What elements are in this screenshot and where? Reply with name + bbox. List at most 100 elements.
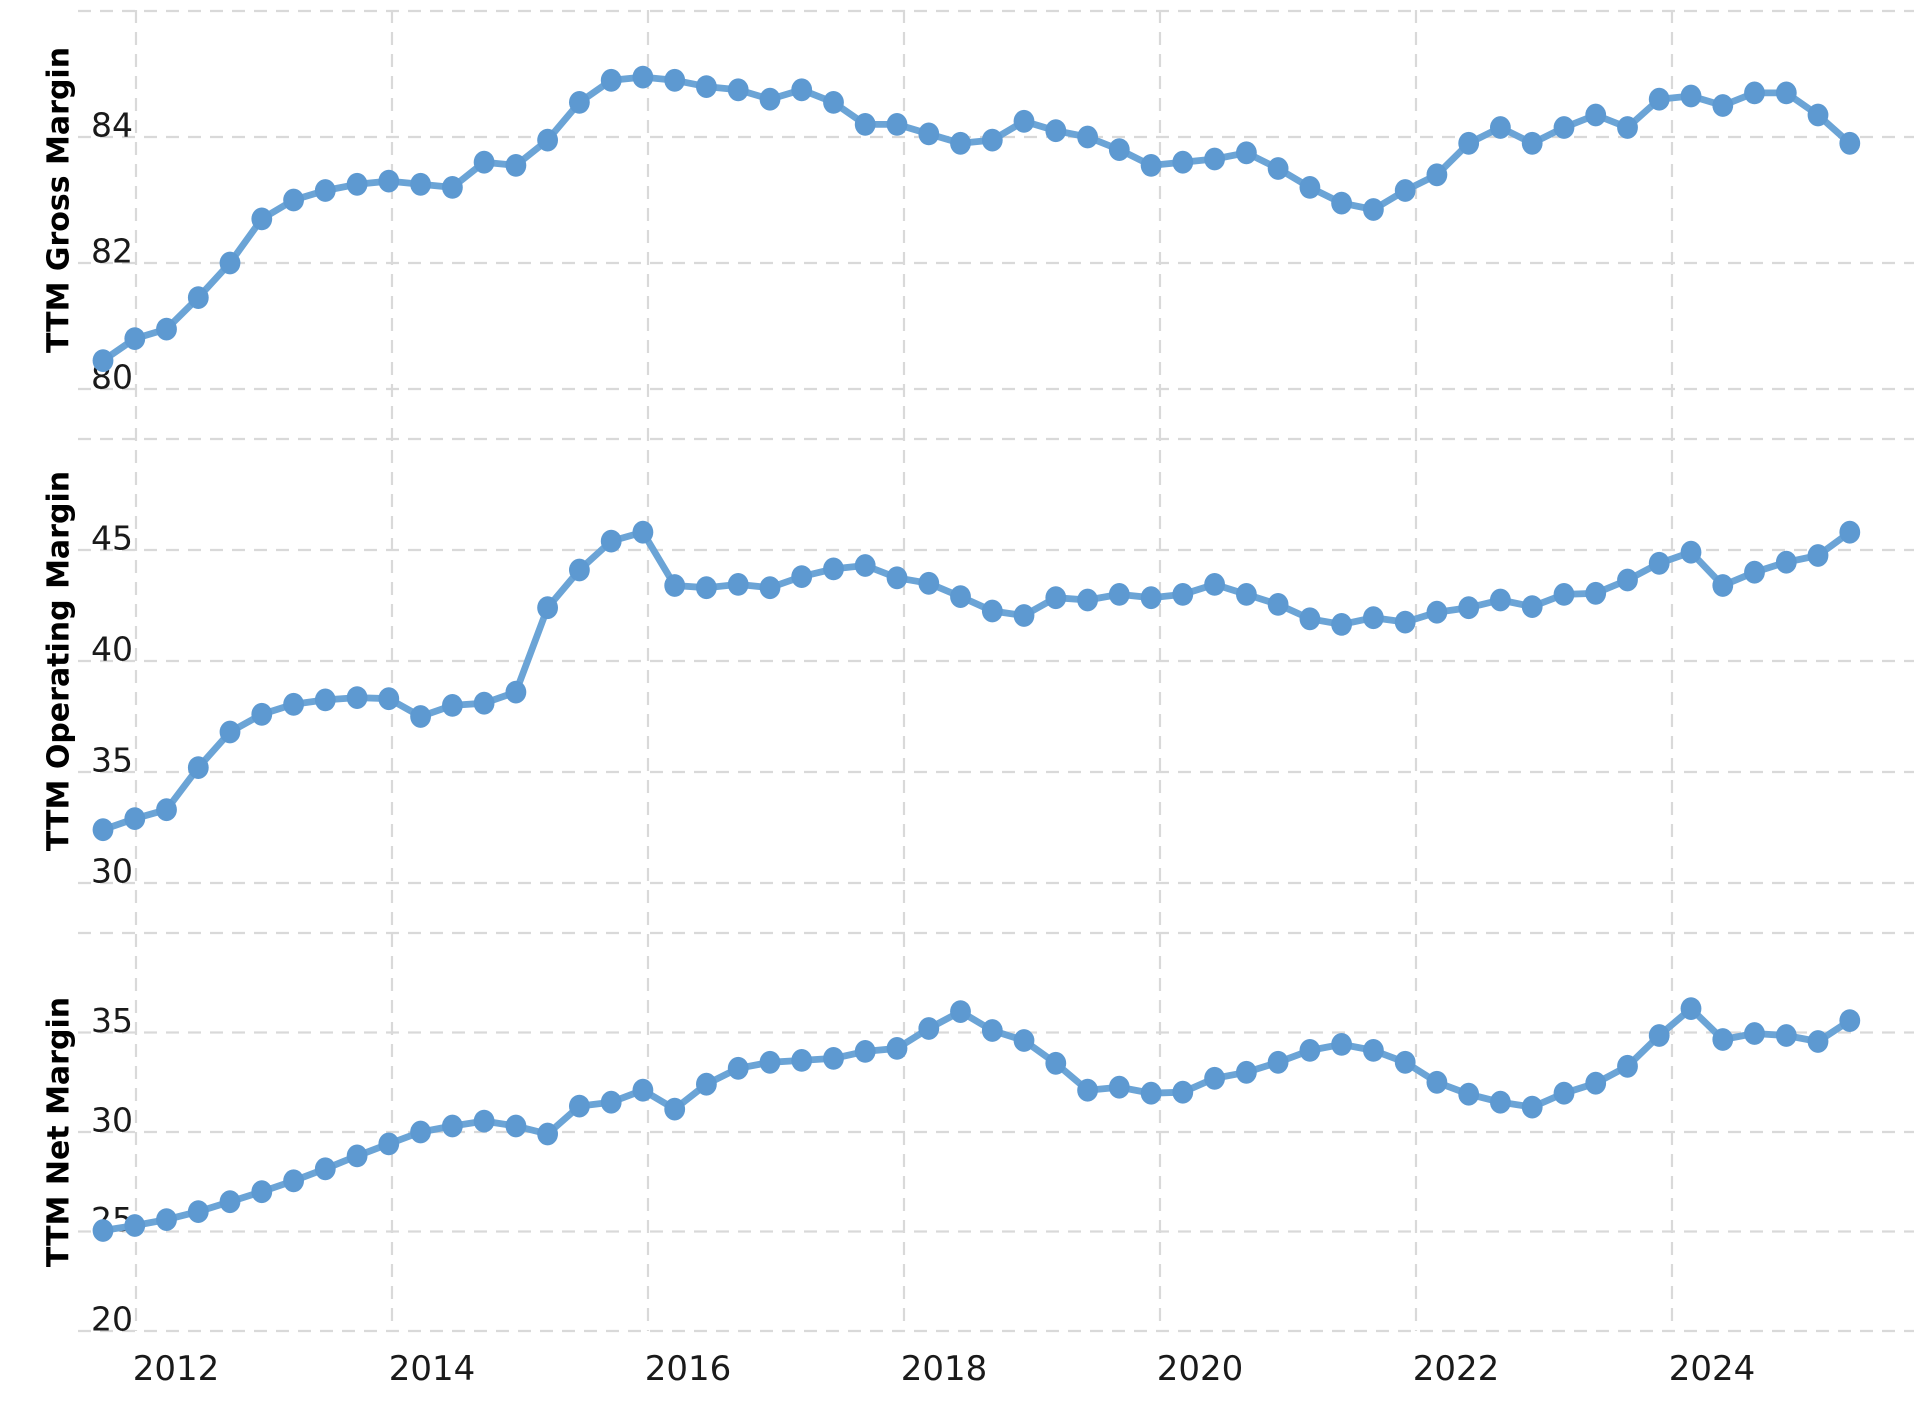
data-point-net-15[interactable] xyxy=(569,1094,590,1118)
data-point-net-37[interactable] xyxy=(1267,1050,1289,1074)
data-point-gross-3[interactable] xyxy=(187,286,209,309)
data-point-gross-55[interactable] xyxy=(1839,131,1861,155)
data-point-operating-51[interactable] xyxy=(1712,574,1734,597)
data-point-net-3[interactable] xyxy=(187,1200,209,1223)
data-point-operating-11[interactable] xyxy=(442,694,463,717)
data-point-operating-42[interactable] xyxy=(1426,600,1448,624)
data-point-gross-34[interactable] xyxy=(1172,150,1194,174)
data-point-gross-49[interactable] xyxy=(1648,87,1670,111)
data-point-operating-34[interactable] xyxy=(1172,583,1194,606)
data-point-operating-15[interactable] xyxy=(569,558,590,582)
data-point-gross-13[interactable] xyxy=(505,154,527,177)
data-point-net-7[interactable] xyxy=(314,1157,336,1181)
data-point-gross-40[interactable] xyxy=(1363,198,1384,221)
data-point-gross-19[interactable] xyxy=(696,75,717,98)
data-point-operating-55[interactable] xyxy=(1839,520,1861,544)
data-point-operating-30[interactable] xyxy=(1045,586,1067,610)
data-point-net-14[interactable] xyxy=(537,1122,558,1146)
data-point-operating-5[interactable] xyxy=(251,702,273,726)
data-point-net-45[interactable] xyxy=(1521,1095,1543,1119)
data-point-net-43[interactable] xyxy=(1458,1082,1480,1106)
data-point-net-19[interactable] xyxy=(696,1072,717,1096)
data-point-gross-20[interactable] xyxy=(727,78,749,102)
data-point-net-39[interactable] xyxy=(1331,1033,1352,1056)
data-point-operating-44[interactable] xyxy=(1490,588,1511,612)
data-point-gross-26[interactable] xyxy=(918,122,940,146)
data-point-operating-37[interactable] xyxy=(1267,593,1289,616)
data-point-net-26[interactable] xyxy=(918,1017,940,1040)
data-point-net-38[interactable] xyxy=(1299,1039,1321,1062)
data-point-gross-29[interactable] xyxy=(1013,109,1035,133)
data-point-net-55[interactable] xyxy=(1839,1009,1861,1032)
data-point-gross-50[interactable] xyxy=(1680,84,1702,108)
data-point-gross-12[interactable] xyxy=(473,150,495,174)
data-point-operating-40[interactable] xyxy=(1363,606,1384,630)
data-point-net-12[interactable] xyxy=(473,1109,495,1133)
data-point-net-51[interactable] xyxy=(1712,1028,1734,1051)
data-point-operating-20[interactable] xyxy=(727,573,749,596)
data-point-net-33[interactable] xyxy=(1140,1081,1162,1105)
data-point-net-25[interactable] xyxy=(886,1037,908,1060)
data-point-net-42[interactable] xyxy=(1426,1070,1448,1094)
data-point-gross-39[interactable] xyxy=(1331,191,1352,215)
data-point-gross-52[interactable] xyxy=(1744,81,1765,105)
data-point-gross-23[interactable] xyxy=(823,91,844,114)
data-point-operating-12[interactable] xyxy=(473,691,495,715)
data-point-gross-43[interactable] xyxy=(1458,131,1480,155)
data-point-gross-2[interactable] xyxy=(156,317,177,341)
data-point-net-24[interactable] xyxy=(854,1040,876,1063)
data-point-operating-7[interactable] xyxy=(314,688,336,712)
data-point-operating-38[interactable] xyxy=(1299,607,1321,631)
data-point-operating-6[interactable] xyxy=(283,692,304,716)
data-point-net-49[interactable] xyxy=(1648,1024,1670,1047)
data-point-net-1[interactable] xyxy=(124,1214,146,1237)
data-point-operating-1[interactable] xyxy=(124,807,146,830)
data-point-net-22[interactable] xyxy=(791,1049,813,1072)
data-point-net-47[interactable] xyxy=(1585,1071,1607,1095)
data-point-net-10[interactable] xyxy=(410,1120,431,1144)
data-point-operating-23[interactable] xyxy=(823,557,844,581)
data-point-net-41[interactable] xyxy=(1394,1050,1416,1074)
data-point-net-36[interactable] xyxy=(1236,1060,1257,1084)
data-point-operating-48[interactable] xyxy=(1617,568,1638,592)
data-point-net-9[interactable] xyxy=(378,1132,400,1156)
data-point-net-50[interactable] xyxy=(1680,997,1702,1020)
data-point-gross-1[interactable] xyxy=(124,327,146,350)
data-point-gross-36[interactable] xyxy=(1236,141,1257,165)
data-point-operating-29[interactable] xyxy=(1013,604,1035,627)
data-point-net-28[interactable] xyxy=(981,1019,1003,1042)
data-point-operating-52[interactable] xyxy=(1744,560,1765,584)
data-point-operating-24[interactable] xyxy=(854,554,876,577)
data-point-gross-7[interactable] xyxy=(314,179,336,202)
data-point-gross-48[interactable] xyxy=(1617,116,1638,139)
data-point-net-5[interactable] xyxy=(251,1180,273,1204)
data-point-net-23[interactable] xyxy=(823,1047,844,1070)
data-point-gross-24[interactable] xyxy=(854,113,876,136)
data-point-net-17[interactable] xyxy=(632,1078,654,1102)
data-point-net-31[interactable] xyxy=(1077,1078,1098,1102)
data-point-net-20[interactable] xyxy=(727,1056,749,1080)
data-point-operating-13[interactable] xyxy=(505,680,527,704)
data-point-net-48[interactable] xyxy=(1617,1054,1638,1078)
data-point-net-52[interactable] xyxy=(1744,1022,1765,1045)
data-point-operating-53[interactable] xyxy=(1775,550,1797,574)
data-point-operating-3[interactable] xyxy=(187,756,209,779)
data-point-gross-28[interactable] xyxy=(981,128,1003,152)
data-point-net-54[interactable] xyxy=(1807,1030,1829,1053)
data-point-gross-46[interactable] xyxy=(1553,116,1575,139)
data-point-gross-16[interactable] xyxy=(600,68,622,92)
data-point-operating-36[interactable] xyxy=(1236,583,1257,606)
data-point-operating-27[interactable] xyxy=(950,585,971,608)
data-point-gross-15[interactable] xyxy=(569,91,590,114)
data-point-gross-44[interactable] xyxy=(1490,116,1511,139)
data-point-gross-25[interactable] xyxy=(886,113,908,136)
data-point-operating-2[interactable] xyxy=(156,798,177,822)
data-point-operating-10[interactable] xyxy=(410,705,431,728)
data-point-net-32[interactable] xyxy=(1108,1075,1130,1099)
data-point-net-6[interactable] xyxy=(283,1169,304,1193)
data-point-gross-21[interactable] xyxy=(759,87,781,111)
data-point-net-16[interactable] xyxy=(600,1090,622,1114)
data-point-gross-37[interactable] xyxy=(1267,157,1289,180)
data-point-operating-26[interactable] xyxy=(918,571,940,595)
data-point-gross-33[interactable] xyxy=(1140,154,1162,177)
